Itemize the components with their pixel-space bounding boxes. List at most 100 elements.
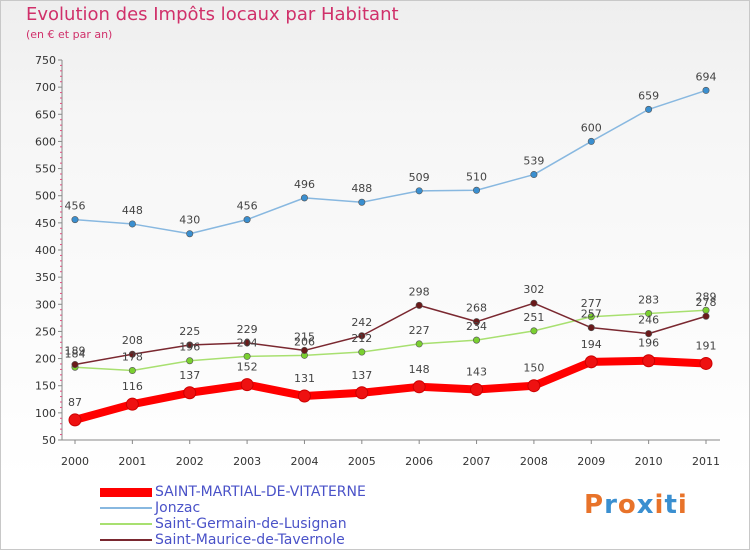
x-tick-label: 2006 [405,455,433,468]
data-label: 87 [68,396,82,409]
chart-subtitle: (en € et par an) [26,28,113,41]
x-tick-label: 2003 [233,455,261,468]
x-tick-label: 2007 [463,455,491,468]
data-point [186,341,194,349]
x-tick-label: 2005 [348,455,376,468]
data-label: 251 [523,311,544,324]
data-point [530,171,538,179]
series-line-0 [71,356,710,424]
series-line-1 [74,89,707,235]
series-line-3 [74,302,707,366]
data-label: 178 [122,351,143,364]
legend-label: SAINT-MARTIAL-DE-VITATERNE [155,484,366,500]
data-point [68,413,82,427]
data-point [642,354,656,368]
data-label: 246 [638,314,659,327]
axes: 50 100 150 200 250 300 350 400 450 500 550 600 650 70… [35,54,720,468]
data-point [240,378,254,392]
logo-letter: x [636,490,655,520]
data-point [587,137,595,145]
data-label: 298 [409,285,430,298]
data-label: 150 [523,362,544,375]
data-point [415,187,423,195]
data-label: 510 [466,170,487,183]
data-label: 148 [409,363,430,376]
y-tick-label: 250 [35,325,56,338]
data-point [702,312,710,320]
data-label: 137 [179,369,200,382]
data-point [243,339,251,347]
data-label: 204 [237,336,258,349]
data-point [412,380,426,394]
data-label: 116 [122,380,143,393]
data-label: 242 [351,316,372,329]
logo-letter: o [617,490,637,520]
series-line-2 [74,309,707,372]
data-point [186,230,194,238]
data-label: 539 [523,155,544,168]
data-point [186,357,194,365]
y-tick-label: 300 [35,298,56,311]
data-point [358,332,366,340]
x-tick-label: 2002 [176,455,204,468]
data-label: 488 [351,182,372,195]
data-label: 225 [179,325,200,338]
data-point [128,350,136,358]
data-label: 189 [65,345,86,358]
legend-swatch [100,523,152,525]
logo-letter: t [664,490,678,520]
data-label: 268 [466,302,487,315]
data-point [527,379,541,393]
data-point [415,340,423,348]
y-tick-label: 750 [35,54,56,67]
data-point [699,356,713,370]
data-point [645,105,653,113]
data-label: 229 [237,323,258,336]
data-point [587,313,595,321]
data-label: 194 [581,338,602,351]
data-label: 234 [466,320,487,333]
data-label: 257 [581,308,602,321]
legend-label: Saint-Maurice-de-Tavernole [155,532,345,548]
data-point [300,194,308,202]
data-point [645,330,653,338]
proxiti-logo: Proxiti [584,490,688,520]
chart-title: Evolution des Impôts locaux par Habitant [26,4,399,25]
data-label: 137 [351,369,372,382]
data-point [645,310,653,318]
y-tick-label: 600 [35,135,56,148]
legend-label: Saint-Germain-de-Lusignan [155,516,347,532]
data-label: 289 [696,290,717,303]
data-label: 283 [638,294,659,307]
data-label: 208 [122,334,143,347]
data-point [530,299,538,307]
series-points [68,86,713,427]
data-point [243,216,251,224]
data-point [128,220,136,228]
data-label: 448 [122,204,143,217]
data-point [530,327,538,335]
data-point [473,186,481,194]
data-label: 694 [696,70,717,83]
data-point [470,383,484,397]
data-point [300,346,308,354]
y-tick-label: 200 [35,353,56,366]
x-tick-label: 2010 [635,455,663,468]
y-tick-label: 450 [35,217,56,230]
data-label: 277 [581,297,602,310]
data-label: 206 [294,335,315,348]
legend-swatch [100,507,152,509]
data-label: 600 [581,121,602,134]
data-point [355,386,369,400]
data-label: 456 [237,200,258,213]
series-lines [71,89,710,424]
y-tick-label: 50 [42,434,56,447]
y-tick-label: 400 [35,244,56,257]
y-tick-label: 550 [35,163,56,176]
x-tick-label: 2001 [118,455,146,468]
data-label: 191 [696,339,717,352]
data-label: 212 [351,332,372,345]
logo-letter: P [584,490,605,520]
data-label: 215 [294,330,315,343]
